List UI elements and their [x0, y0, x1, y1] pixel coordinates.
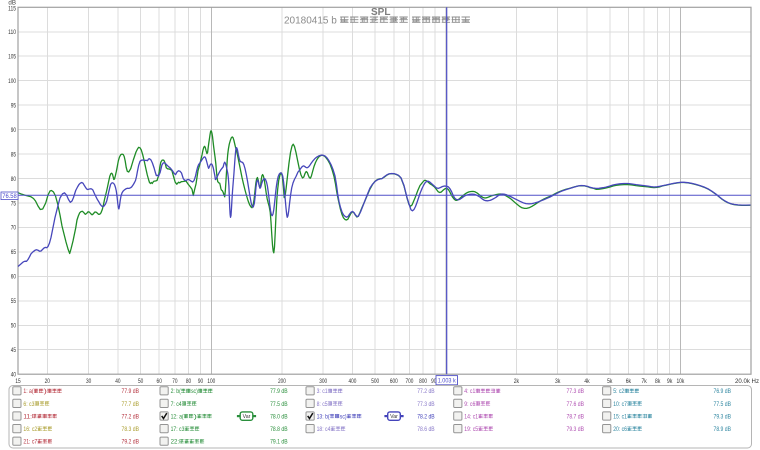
svg-text:79.3 dB: 79.3 dB — [567, 426, 585, 433]
svg-text:20180415 b: 20180415 b — [284, 15, 337, 26]
svg-text:105: 105 — [8, 55, 16, 61]
svg-text:55: 55 — [11, 299, 17, 305]
svg-text:3: c1: 3: c1 — [317, 388, 328, 395]
svg-text:300: 300 — [319, 379, 327, 385]
svg-text:9: c6: 9: c6 — [464, 401, 475, 408]
svg-text:dB: dB — [8, 1, 16, 7]
svg-text:90: 90 — [11, 128, 17, 134]
svg-text:17: c3: 17: c3 — [171, 426, 185, 433]
svg-text:2: b(: 2: b( — [171, 388, 182, 395]
svg-text:78.0 dB: 78.0 dB — [270, 413, 288, 420]
svg-text:5k: 5k — [607, 379, 613, 385]
svg-text:76.9 dB: 76.9 dB — [714, 388, 732, 395]
svg-text:): ) — [194, 413, 197, 420]
svg-text:50: 50 — [138, 379, 144, 385]
svg-text:400: 400 — [349, 379, 357, 385]
svg-text:4: c1: 4: c1 — [464, 388, 475, 395]
svg-text:7: c4: 7: c4 — [171, 401, 182, 408]
svg-text:15: 15 — [15, 379, 21, 385]
svg-text:77.7 dB: 77.7 dB — [122, 401, 140, 408]
svg-text:1: a(: 1: a( — [23, 388, 34, 395]
svg-text:95: 95 — [11, 103, 17, 109]
svg-text:10k: 10k — [676, 379, 685, 385]
svg-text:77.9 dB: 77.9 dB — [122, 388, 140, 395]
svg-text:100: 100 — [207, 379, 215, 385]
svg-text:79.2 dB: 79.2 dB — [122, 439, 140, 446]
svg-text:45: 45 — [11, 348, 17, 354]
svg-text:70: 70 — [11, 226, 17, 232]
svg-text:20: c6: 20: c6 — [613, 426, 627, 433]
svg-text:77.9 dB: 77.9 dB — [270, 388, 288, 395]
svg-text:77.3 dB: 77.3 dB — [567, 388, 585, 395]
svg-text:77.5 dB: 77.5 dB — [270, 401, 288, 408]
svg-text:110: 110 — [8, 30, 16, 36]
svg-text:40: 40 — [115, 379, 121, 385]
svg-text:78.8 dB: 78.8 dB — [270, 426, 288, 433]
svg-text:1.003 k: 1.003 k — [438, 379, 457, 385]
svg-text:79.1 dB: 79.1 dB — [270, 439, 288, 446]
svg-text:5: c2: 5: c2 — [613, 388, 624, 395]
svg-text:8k: 8k — [655, 379, 661, 385]
svg-text:4k: 4k — [584, 379, 590, 385]
svg-text:600: 600 — [390, 379, 398, 385]
svg-text:SPL: SPL — [371, 7, 390, 18]
svg-text:100: 100 — [8, 79, 16, 85]
svg-text:9k: 9k — [667, 379, 673, 385]
svg-text:90: 90 — [198, 379, 204, 385]
svg-text:Var: Var — [243, 414, 251, 420]
svg-text:65: 65 — [11, 250, 17, 256]
svg-text:11:: 11: — [23, 413, 32, 420]
svg-text:3k: 3k — [555, 379, 561, 385]
svg-text:19: c5: 19: c5 — [464, 426, 478, 433]
svg-text:50: 50 — [11, 324, 17, 330]
svg-text:700: 700 — [406, 379, 414, 385]
svg-text:16: c2: 16: c2 — [23, 426, 37, 433]
svg-text:800: 800 — [419, 379, 427, 385]
svg-text:78.3 dB: 78.3 dB — [122, 426, 140, 433]
svg-text:77.6 dB: 77.6 dB — [567, 401, 585, 408]
svg-text:79.3 dB: 79.3 dB — [714, 413, 732, 420]
svg-text:77.2 dB: 77.2 dB — [417, 388, 435, 395]
svg-text:80: 80 — [186, 379, 192, 385]
svg-text:75: 75 — [11, 201, 17, 207]
svg-text:sc): sc) — [191, 388, 198, 395]
svg-text:900: 900 — [431, 379, 439, 385]
svg-text:10: c7: 10: c7 — [613, 401, 627, 408]
svg-text:78.2 dB: 78.2 dB — [417, 413, 435, 420]
svg-text:78.9 dB: 78.9 dB — [714, 426, 732, 433]
svg-text:76.58: 76.58 — [2, 194, 17, 200]
svg-text:78.6 dB: 78.6 dB — [417, 426, 435, 433]
svg-text:Var: Var — [390, 414, 398, 420]
svg-text:20: 20 — [45, 379, 51, 385]
svg-text:13: b(: 13: b( — [317, 413, 331, 420]
svg-text:200: 200 — [278, 379, 286, 385]
svg-text:30: 30 — [86, 379, 92, 385]
svg-text:18: c4: 18: c4 — [317, 426, 331, 433]
svg-text:40: 40 — [11, 373, 17, 379]
svg-text:77.5 dB: 77.5 dB — [714, 401, 732, 408]
svg-text:8: c5: 8: c5 — [317, 401, 328, 408]
svg-text:60: 60 — [11, 275, 17, 281]
svg-text:2k: 2k — [514, 379, 520, 385]
svg-text:21: c7: 21: c7 — [23, 439, 37, 446]
svg-text:60: 60 — [157, 379, 163, 385]
svg-text:20.0k Hz: 20.0k Hz — [735, 379, 759, 385]
svg-text:78.7 dB: 78.7 dB — [567, 413, 585, 420]
svg-text:12: a(: 12: a( — [171, 413, 185, 420]
svg-text:115: 115 — [8, 7, 16, 13]
svg-text:6k: 6k — [626, 379, 632, 385]
svg-text:15: c1: 15: c1 — [613, 413, 627, 420]
svg-text:85: 85 — [11, 152, 17, 158]
svg-text:6: c3: 6: c3 — [23, 401, 34, 408]
svg-text:77.2 dB: 77.2 dB — [122, 413, 140, 420]
svg-text:sc): sc) — [340, 413, 347, 420]
svg-text:70: 70 — [172, 379, 178, 385]
svg-text:): ) — [44, 388, 47, 395]
svg-text:14: c1: 14: c1 — [464, 413, 478, 420]
svg-text:77.3 dB: 77.3 dB — [417, 401, 435, 408]
svg-text:500: 500 — [371, 379, 379, 385]
svg-text:7k: 7k — [641, 379, 647, 385]
svg-text:80: 80 — [11, 177, 17, 183]
svg-text:22:: 22: — [171, 439, 180, 446]
